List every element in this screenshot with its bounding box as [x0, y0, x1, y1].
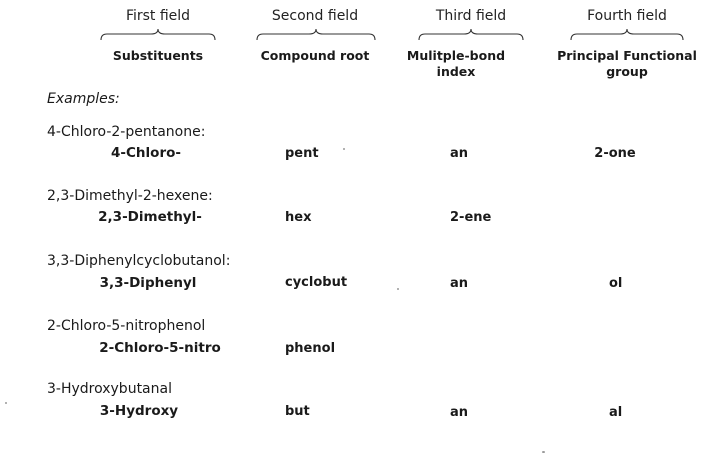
compound-root-cell: phenol: [285, 341, 336, 356]
multiple-bond-cell: an: [450, 146, 469, 161]
scan-speck: [5, 402, 7, 404]
multiple-bond-cell: an: [450, 405, 469, 420]
compound-name: 3-Hydroxybutanal: [47, 381, 172, 397]
examples-label: Examples:: [47, 91, 120, 107]
substituents-cell: 4-Chloro-: [111, 145, 181, 161]
compound-root-cell: cyclobut: [285, 275, 348, 290]
fourth-field-brace: [570, 28, 684, 41]
compound-root-header: Compound root: [260, 48, 370, 63]
substituents-cell: 2-Chloro-5-nitro: [99, 340, 221, 356]
compound-name: 2,3-Dimethyl-2-hexene:: [47, 188, 213, 204]
substituents-cell: 3,3-Diphenyl: [99, 275, 197, 291]
multiple-bond-cell: an: [450, 276, 469, 291]
functional-group-cell: ol: [609, 276, 623, 291]
scan-speck: [397, 288, 399, 290]
third-field-title: Third field: [435, 8, 507, 24]
substituents-cell: 2,3-Dimethyl-: [98, 209, 202, 225]
scan-speck: [343, 148, 345, 150]
functional-group-cell: al: [609, 405, 623, 420]
scan-speck: [542, 451, 545, 453]
compound-root-cell: pent: [285, 146, 319, 161]
substituents-cell: 3-Hydroxy: [99, 403, 179, 419]
first-field-title: First field: [125, 8, 191, 24]
first-field-brace: [100, 28, 216, 41]
third-field-brace: [418, 28, 524, 41]
compound-name: 2-Chloro-5-nitrophenol: [47, 318, 206, 334]
substituents-header: Substituents: [112, 48, 204, 63]
second-field-title: Second field: [271, 8, 359, 24]
compound-root-cell: but: [285, 404, 310, 419]
compound-name: 3,3-Diphenylcyclobutanol:: [47, 253, 231, 269]
functional-group-cell: 2-one: [594, 146, 636, 161]
compound-root-cell: hex: [285, 210, 312, 225]
compound-name: 4-Chloro-2-pentanone:: [47, 124, 206, 140]
multiple-bond-index-header: Mulitple-bond index: [406, 48, 506, 79]
principal-functional-group-header: Principal Functional group: [557, 48, 697, 79]
second-field-brace: [256, 28, 376, 41]
fourth-field-title: Fourth field: [587, 8, 667, 24]
multiple-bond-cell: 2-ene: [450, 210, 492, 225]
